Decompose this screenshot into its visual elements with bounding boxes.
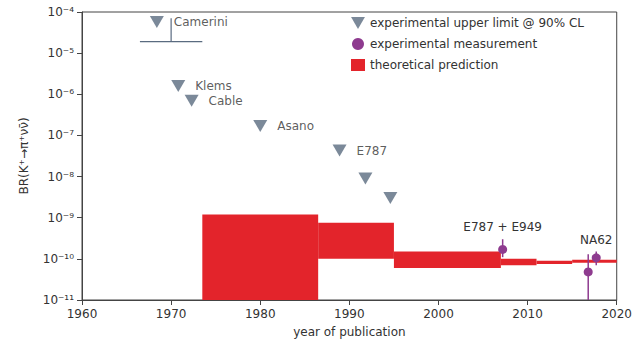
svg-text:Cable: Cable xyxy=(209,94,243,108)
svg-text:NA62: NA62 xyxy=(580,233,612,247)
svg-text:1960: 1960 xyxy=(67,307,98,321)
svg-text:10⁻⁶: 10⁻⁶ xyxy=(48,87,75,101)
svg-text:10⁻¹¹: 10⁻¹¹ xyxy=(43,293,74,307)
svg-text:10⁻⁵: 10⁻⁵ xyxy=(48,46,75,60)
svg-text:10⁻⁴: 10⁻⁴ xyxy=(48,5,75,19)
svg-text:year of publication: year of publication xyxy=(293,325,405,339)
svg-text:10⁻⁸: 10⁻⁸ xyxy=(48,170,75,184)
svg-text:Camerini: Camerini xyxy=(174,15,228,29)
svg-text:2020: 2020 xyxy=(601,307,632,321)
svg-text:theoretical prediction: theoretical prediction xyxy=(370,58,498,72)
svg-text:Asano: Asano xyxy=(277,119,314,133)
svg-text:1990: 1990 xyxy=(334,307,365,321)
svg-text:10⁻⁷: 10⁻⁷ xyxy=(48,128,75,142)
svg-text:2000: 2000 xyxy=(423,307,454,321)
svg-text:experimental upper limit @ 90%: experimental upper limit @ 90% CL xyxy=(370,16,584,30)
svg-text:1970: 1970 xyxy=(156,307,187,321)
svg-text:2010: 2010 xyxy=(512,307,543,321)
svg-text:Klems: Klems xyxy=(195,79,232,93)
svg-text:10⁻¹⁰: 10⁻¹⁰ xyxy=(43,252,74,266)
svg-text:1980: 1980 xyxy=(245,307,276,321)
svg-text:E787 + E949: E787 + E949 xyxy=(463,220,542,234)
svg-text:experimental measurement: experimental measurement xyxy=(370,37,537,51)
svg-text:BR(K⁺→π⁺νν̄): BR(K⁺→π⁺νν̄) xyxy=(17,117,31,194)
svg-text:E787: E787 xyxy=(357,144,388,158)
svg-text:10⁻⁹: 10⁻⁹ xyxy=(48,211,75,225)
